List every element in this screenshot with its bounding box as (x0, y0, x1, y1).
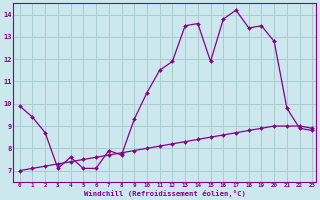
X-axis label: Windchill (Refroidissement éolien,°C): Windchill (Refroidissement éolien,°C) (84, 190, 246, 197)
